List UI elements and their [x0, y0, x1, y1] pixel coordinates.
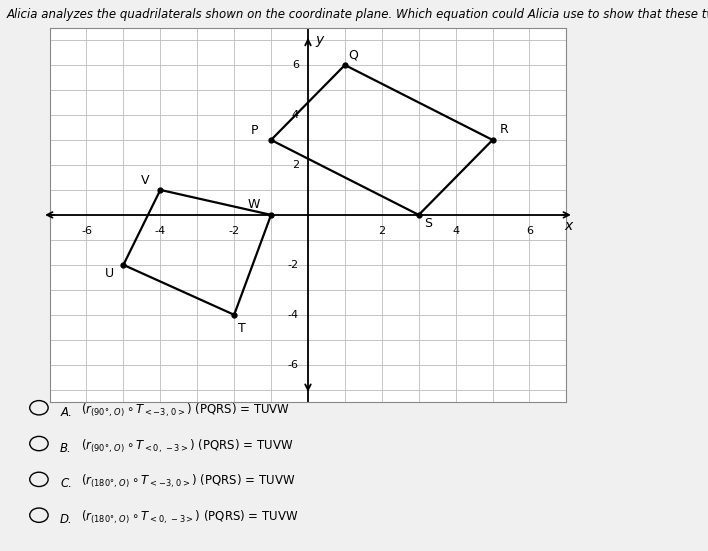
Text: -2: -2 — [287, 260, 299, 270]
Text: S: S — [424, 218, 433, 230]
Text: C.: C. — [60, 477, 72, 490]
Text: -6: -6 — [287, 360, 299, 370]
Text: $(r_{(90°,\,O)} \circ T_{<-3,\,0>})$ (PQRS) = TUVW: $(r_{(90°,\,O)} \circ T_{<-3,\,0>})$ (PQ… — [81, 401, 290, 419]
Text: $(r_{(180°,\,O)} \circ T_{<0,\,-3>})$ (PQRS) = TUVW: $(r_{(180°,\,O)} \circ T_{<0,\,-3>})$ (P… — [81, 509, 299, 526]
Text: D.: D. — [60, 513, 73, 526]
Text: 4: 4 — [292, 110, 299, 120]
Text: R: R — [500, 123, 509, 136]
Text: -6: -6 — [81, 226, 92, 236]
Text: -4: -4 — [155, 226, 166, 236]
Text: y: y — [315, 33, 323, 47]
Text: x: x — [564, 219, 572, 233]
Text: 2: 2 — [292, 160, 299, 170]
Text: Alicia analyzes the quadrilaterals shown on the coordinate plane. Which equation: Alicia analyzes the quadrilaterals shown… — [7, 8, 708, 21]
Text: Q: Q — [348, 48, 358, 61]
Text: U: U — [105, 267, 114, 280]
Text: B.: B. — [60, 441, 72, 455]
Text: -4: -4 — [287, 310, 299, 320]
Text: 4: 4 — [452, 226, 459, 236]
Text: W: W — [248, 198, 260, 211]
Text: $(r_{(180°,\,O)} \circ T_{<-3,\,0>})$ (PQRS) = TUVW: $(r_{(180°,\,O)} \circ T_{<-3,\,0>})$ (P… — [81, 473, 296, 490]
Text: 2: 2 — [378, 226, 385, 236]
Text: T: T — [238, 322, 246, 336]
Text: 6: 6 — [526, 226, 533, 236]
Text: -2: -2 — [229, 226, 240, 236]
Text: A.: A. — [60, 406, 72, 419]
Text: $(r_{(90°,\,O)} \circ T_{<0,\,-3>})$ (PQRS) = TUVW: $(r_{(90°,\,O)} \circ T_{<0,\,-3>})$ (PQ… — [81, 437, 294, 455]
Text: V: V — [141, 175, 149, 187]
Text: 6: 6 — [292, 60, 299, 70]
Text: P: P — [251, 125, 258, 137]
